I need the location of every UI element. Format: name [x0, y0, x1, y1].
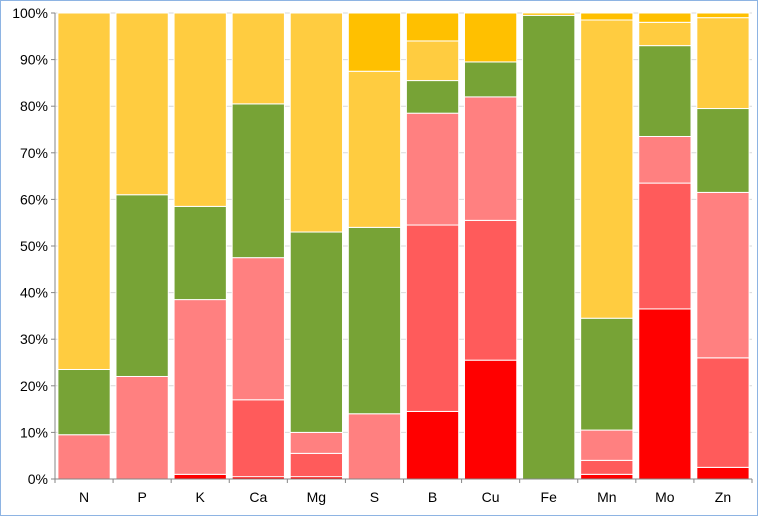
- bar-segment: [638, 45, 692, 137]
- y-tick-label: 90%: [20, 52, 48, 68]
- bar-segment: [696, 17, 750, 110]
- bar-segment: [463, 359, 518, 480]
- bar-segment: [638, 12, 692, 23]
- bar-segment: [696, 191, 750, 359]
- bar-segment: [289, 431, 344, 454]
- x-tick-label: P: [137, 489, 146, 505]
- bar-segment: [115, 194, 169, 377]
- bar-stack-cu: [463, 12, 518, 480]
- bar-segment: [173, 12, 227, 207]
- x-tick-label: Fe: [541, 489, 558, 505]
- x-tick-label: K: [196, 489, 206, 505]
- bar-segment: [696, 357, 750, 468]
- bar-segment: [580, 317, 634, 431]
- bar-segment: [173, 299, 227, 475]
- bar-segment: [463, 12, 518, 63]
- x-axis-tick-labels: N P K Ca Mg S B Cu Fe Mn Mo Zn: [79, 489, 731, 505]
- y-tick-label: 10%: [20, 424, 48, 440]
- bar-segment: [405, 224, 460, 412]
- bar-segment: [580, 12, 634, 21]
- bar-segment: [638, 182, 692, 310]
- bar-segment: [173, 205, 227, 301]
- bar-segment: [57, 368, 111, 436]
- x-tick-label: Mn: [597, 489, 616, 505]
- x-tick-label: B: [428, 489, 437, 505]
- y-tick-label: 0%: [28, 471, 48, 487]
- bar-segment: [289, 12, 344, 233]
- bar-segment: [463, 219, 518, 361]
- y-tick-label: 60%: [20, 191, 48, 207]
- bar-segment: [405, 12, 460, 42]
- bar-stack-fe: [522, 12, 576, 480]
- bar-segment: [347, 70, 402, 228]
- bar-stack-s: [347, 12, 402, 480]
- bar-stack-n: [57, 12, 111, 480]
- bar-segment: [580, 473, 634, 480]
- bar-segment: [638, 308, 692, 480]
- bar-stack-mn: [580, 12, 634, 480]
- x-tick-label: S: [370, 489, 379, 505]
- x-tick-label: Zn: [715, 489, 731, 505]
- bars: [57, 12, 750, 480]
- bar-segment: [57, 12, 111, 370]
- bar-segment: [580, 19, 634, 319]
- bar-stack-p: [115, 12, 169, 480]
- bar-segment: [173, 473, 227, 480]
- axis-ticks: [51, 12, 753, 483]
- bar-stack-mo: [638, 12, 692, 480]
- y-axis-tick-labels: 0% 10% 20% 30% 40% 50% 60% 70% 80% 90% 100%: [12, 5, 48, 487]
- bar-segment: [289, 452, 344, 478]
- bar-segment: [405, 80, 460, 114]
- bar-segment: [522, 12, 576, 16]
- y-tick-label: 100%: [12, 5, 48, 21]
- y-tick-label: 20%: [20, 378, 48, 394]
- x-tick-label: Cu: [482, 489, 500, 505]
- x-tick-label: Mg: [307, 489, 326, 505]
- bar-stack-mg: [289, 12, 344, 480]
- bar-segment: [115, 375, 169, 480]
- y-tick-label: 30%: [20, 331, 48, 347]
- bar-segment: [347, 226, 402, 415]
- bar-segment: [289, 231, 344, 433]
- bar-segment: [115, 12, 169, 196]
- bar-segment: [405, 410, 460, 480]
- x-tick-label: Mo: [655, 489, 675, 505]
- bar-segment: [580, 459, 634, 475]
- bar-segment: [347, 12, 402, 72]
- bar-segment: [696, 108, 750, 193]
- bar-segment: [638, 135, 692, 184]
- bar-segment: [696, 12, 750, 19]
- y-tick-label: 70%: [20, 145, 48, 161]
- bar-segment: [463, 96, 518, 221]
- bar-segment: [57, 434, 111, 480]
- bar-segment: [405, 40, 460, 82]
- x-tick-label: N: [79, 489, 89, 505]
- bar-segment: [580, 429, 634, 461]
- bar-segment: [231, 399, 285, 478]
- bar-stack-b: [405, 12, 460, 480]
- bar-segment: [463, 61, 518, 98]
- bar-segment: [231, 12, 285, 105]
- bar-segment: [522, 14, 576, 480]
- bar-stack-zn: [696, 12, 750, 480]
- bar-stack-k: [173, 12, 227, 480]
- gridlines: [55, 12, 752, 480]
- bar-segment: [405, 112, 460, 226]
- y-tick-label: 40%: [20, 285, 48, 301]
- bar-segment: [347, 413, 402, 480]
- bar-segment: [231, 257, 285, 401]
- bar-stack-ca: [231, 12, 285, 480]
- bar-segment: [638, 21, 692, 47]
- y-tick-label: 50%: [20, 238, 48, 254]
- x-tick-label: Ca: [249, 489, 267, 505]
- bar-segment: [696, 466, 750, 480]
- y-tick-label: 80%: [20, 98, 48, 114]
- bar-segment: [231, 103, 285, 259]
